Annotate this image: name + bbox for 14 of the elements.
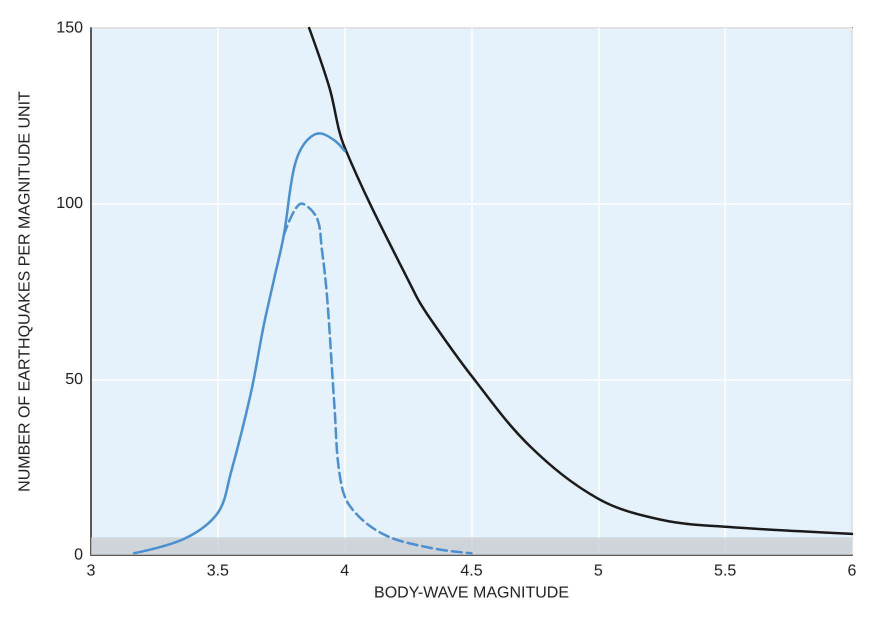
x-tick-label: 5.5 — [714, 562, 736, 580]
y-tick-label: 100 — [56, 195, 84, 212]
x-axis-title: BODY-WAVE MAGNITUDE — [374, 584, 569, 602]
line-series — [308, 26, 854, 536]
x-tick-label: 4 — [340, 562, 350, 580]
x-tick-label: 5 — [594, 562, 603, 580]
y-tick-label: 0 — [74, 546, 84, 564]
y-tick-label: 50 — [65, 370, 84, 388]
x-tick-label: 6 — [848, 562, 857, 580]
y-axis-title: NUMBER OF EARTHQUAKES PER MAGNITUDE UNIT — [16, 90, 34, 492]
x-tick-label: 3.5 — [206, 562, 230, 580]
x-tick-label: 3 — [86, 562, 96, 580]
y-tick-label: 150 — [56, 20, 84, 36]
x-tick-label: 4.5 — [460, 562, 483, 580]
